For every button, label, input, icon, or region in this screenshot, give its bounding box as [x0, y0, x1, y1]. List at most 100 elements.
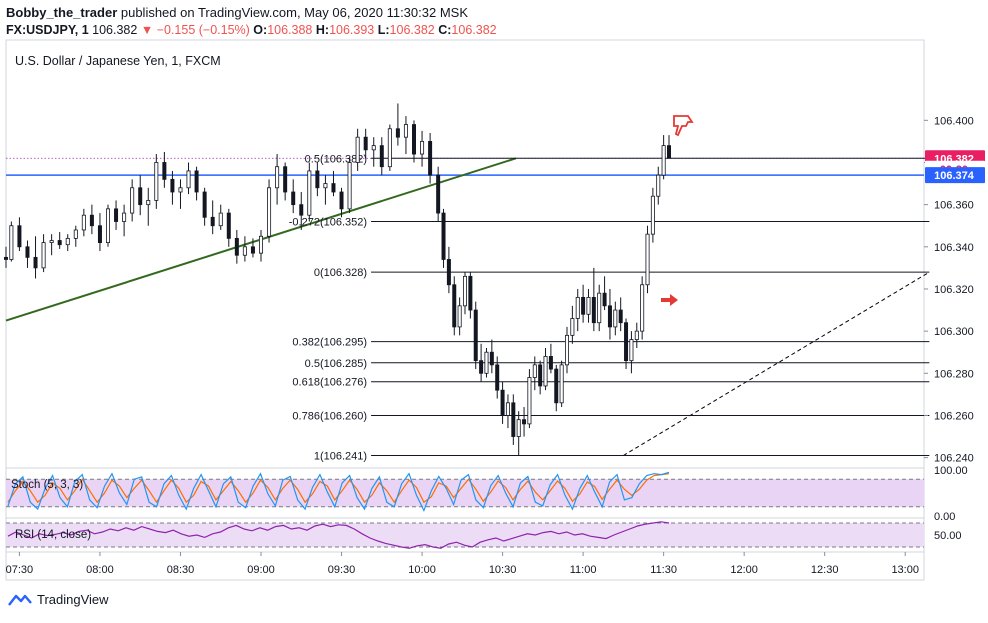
candle-down	[162, 162, 167, 180]
candle-down	[210, 216, 215, 227]
author-name[interactable]: Bobby_the_trader	[6, 5, 118, 20]
candle-up	[532, 364, 537, 378]
footer-brand: TradingView	[8, 592, 109, 607]
candle-down	[194, 170, 199, 193]
candle-up	[73, 229, 78, 239]
candle-up	[267, 187, 272, 237]
candle-up	[106, 208, 111, 243]
candle-up	[559, 364, 564, 404]
candle-down	[602, 292, 607, 307]
candle-up	[371, 145, 376, 151]
candle-up	[565, 334, 570, 366]
candle-up	[81, 214, 86, 231]
low-value: 106.382	[389, 23, 435, 37]
candle-down	[234, 237, 239, 256]
candle-up	[462, 275, 467, 307]
x-tick-label: 08:00	[86, 564, 114, 576]
candle-up	[355, 136, 360, 163]
candle-down	[452, 284, 457, 328]
left-arrow-icon	[661, 294, 678, 306]
candle-up	[49, 240, 54, 243]
fib-level-label: -0.272(106.352)	[289, 217, 367, 229]
candle-up	[403, 124, 408, 138]
symbol-label: FX:USDJPY, 1	[6, 23, 89, 37]
ohlc-bar: FX:USDJPY, 1 106.382 ▼ −0.155 (−0.15%) O…	[6, 22, 497, 38]
fib-level-label: 0.786(106.260)	[292, 410, 367, 422]
candle-down	[591, 297, 596, 324]
candle-down	[25, 246, 30, 258]
candle-up	[484, 351, 489, 374]
candle-up	[640, 284, 645, 332]
candle-up	[586, 297, 591, 315]
candle-up	[650, 195, 655, 235]
candle-up	[258, 235, 263, 254]
candle-down	[331, 183, 336, 193]
candle-up	[130, 187, 135, 214]
stoch-k-line	[7, 471, 670, 512]
x-tick-label: 09:00	[247, 564, 275, 576]
candle-up	[154, 162, 159, 201]
candle-up	[613, 309, 618, 328]
dashed-trend-line	[623, 271, 930, 456]
candle-down	[548, 356, 553, 370]
fib-level-label: 0.5(106.285)	[305, 358, 367, 370]
y-tick-label: 106.340	[934, 242, 974, 254]
candles	[4, 103, 672, 456]
candle-up	[575, 297, 580, 319]
rsi-line	[7, 521, 670, 549]
candle-down	[226, 212, 231, 239]
x-tick-label: 10:00	[408, 564, 436, 576]
candle-down	[97, 225, 102, 243]
chart-title: U.S. Dollar / Japanese Yen, 1, FXCM	[15, 54, 221, 68]
down-arrow-icon: ▼	[140, 23, 154, 37]
open-value: 106.388	[267, 23, 313, 37]
candle-up	[543, 356, 548, 387]
rsi-panel	[6, 522, 924, 548]
y-tick-label: 106.300	[934, 326, 974, 338]
candle-down	[339, 191, 344, 210]
candle-down	[489, 351, 494, 366]
rsi-tick-label: 50.00	[934, 530, 962, 542]
candle-down	[138, 187, 143, 206]
rsi-band-fill	[6, 523, 924, 547]
candle-down	[468, 275, 473, 311]
candle-up	[41, 242, 46, 269]
candle-down	[89, 214, 94, 227]
x-tick-label: 13:00	[891, 564, 919, 576]
candle-up	[634, 330, 639, 340]
high-value: 106.393	[329, 23, 375, 37]
candle-down	[428, 141, 433, 176]
last-price: 106.382	[92, 23, 138, 37]
brand-text[interactable]: TradingView	[37, 592, 109, 607]
stoch-title: Stoch (5, 3, 3)	[11, 479, 83, 491]
x-tick-label: 12:00	[730, 564, 758, 576]
candle-down	[4, 256, 9, 260]
axes: 106.400106.380106.360106.340106.320106.3…	[6, 115, 985, 576]
candle-down	[57, 240, 62, 246]
y-tick-label: 106.320	[934, 284, 974, 296]
candle-down	[363, 136, 368, 151]
candle-down	[202, 191, 207, 218]
candle-down	[479, 360, 484, 374]
candle-up	[597, 292, 602, 324]
price-change: −0.155 (−0.15%)	[156, 23, 250, 37]
open-label: O:	[253, 23, 268, 37]
candle-up	[570, 318, 575, 336]
candle-down	[473, 309, 478, 362]
x-tick-label: 08:30	[167, 564, 195, 576]
candle-down	[624, 322, 629, 362]
fib-level-label: 0.618(106.276)	[292, 377, 367, 389]
stoch-tick-label: 0.00	[934, 511, 955, 523]
candle-up	[656, 174, 661, 197]
candle-down	[250, 246, 255, 254]
candle-down	[291, 191, 296, 206]
candle-up	[457, 305, 462, 328]
price-label-text: 106.374	[934, 170, 975, 182]
close-value: 106.382	[451, 23, 497, 37]
rsi-title: RSI (14, close)	[15, 529, 91, 541]
candle-down	[436, 174, 441, 214]
candle-up	[516, 419, 521, 437]
candle-up	[645, 233, 650, 286]
candle-down	[495, 364, 500, 391]
